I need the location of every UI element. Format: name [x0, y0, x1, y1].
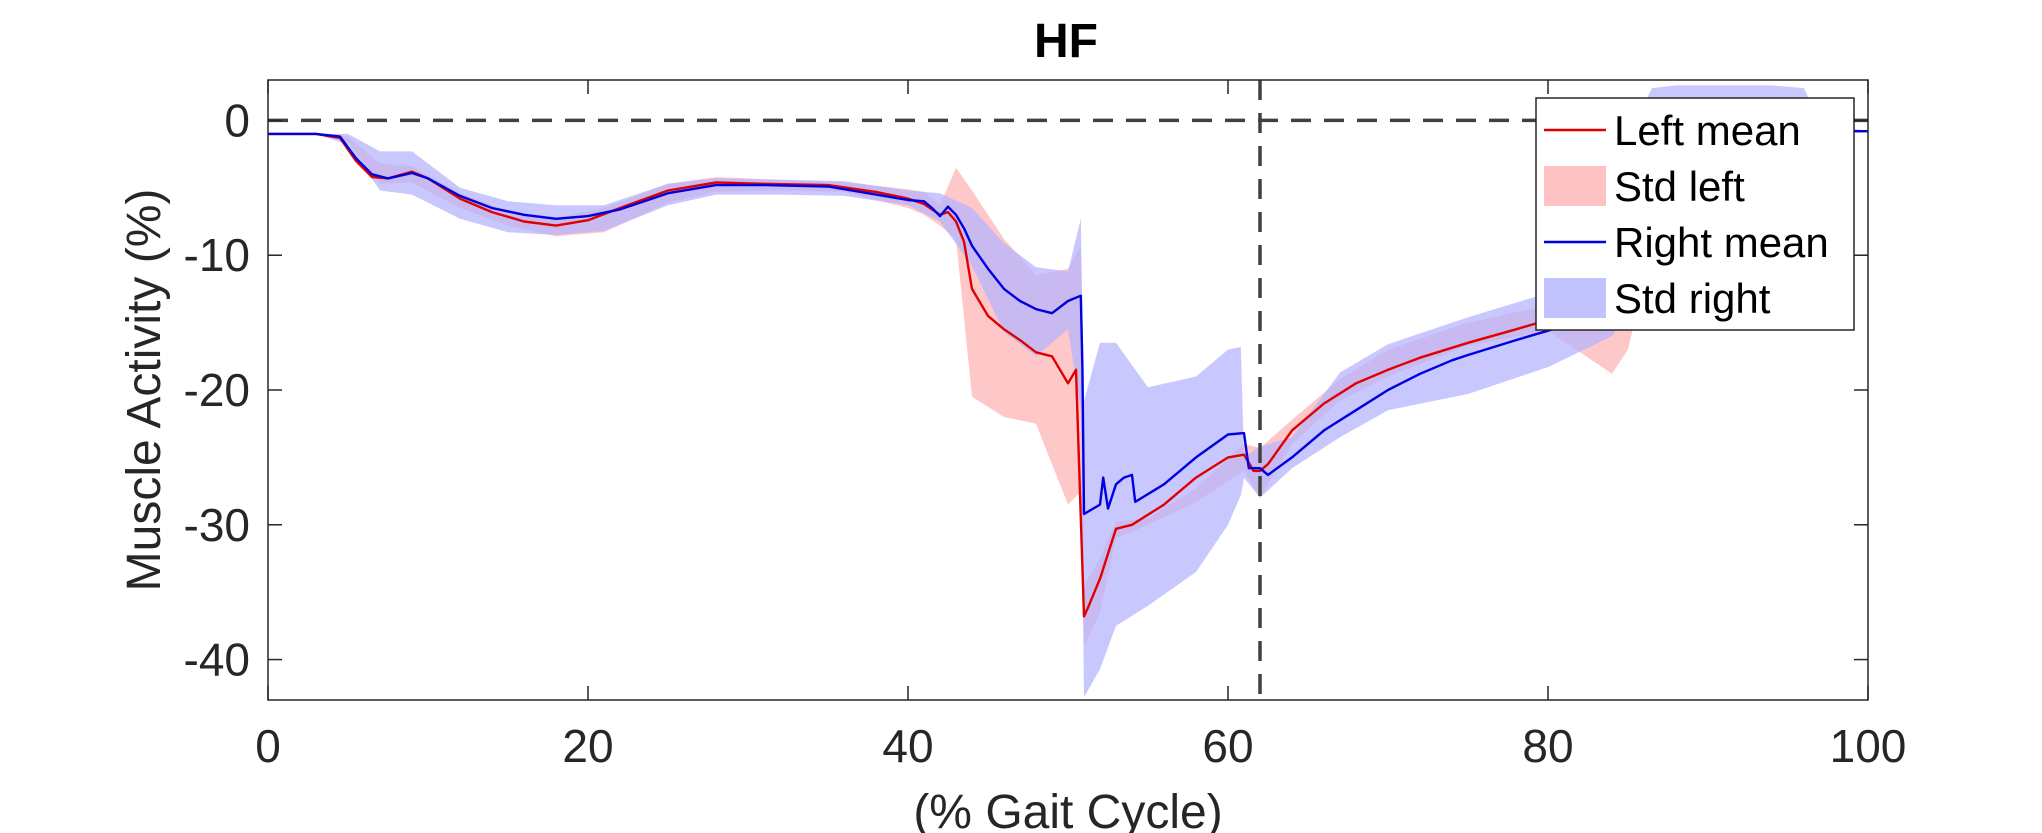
y-tick-label: -30: [184, 499, 250, 551]
left-mean-line: [268, 129, 1868, 618]
y-tick-label: -20: [184, 364, 250, 416]
x-axis-label: (% Gait Cycle): [913, 786, 1222, 833]
chart-title: HF: [1034, 15, 1098, 68]
y-axis-label: Muscle Activity (%): [118, 189, 171, 592]
std-left-legend-label: Std left: [1614, 163, 1745, 210]
x-tick-label: 100: [1830, 720, 1907, 772]
right-mean-legend-label: Right mean: [1614, 219, 1829, 266]
left-mean-legend-label: Left mean: [1614, 107, 1801, 154]
x-tick-label: 80: [1522, 720, 1573, 772]
y-tick-label: -10: [184, 229, 250, 281]
std-right-legend-label: Std right: [1614, 275, 1771, 322]
legend: Left mean Std left Right mean Std right: [1535, 97, 1855, 331]
std-left-band: [268, 131, 1868, 647]
x-tick-label: 20: [562, 720, 613, 772]
std-right-legend-swatch: [1544, 278, 1606, 318]
y-tick-label: -40: [184, 634, 250, 686]
right-mean-line: [268, 129, 1868, 516]
x-tick-label: 40: [882, 720, 933, 772]
x-tick-label: 60: [1202, 720, 1253, 772]
std-left-legend-swatch: [1544, 166, 1606, 206]
axis-ticks: 0 20 40 60 80 100 0 -10 -20 -30 -40: [184, 80, 1907, 772]
y-tick-label: 0: [224, 94, 250, 146]
x-tick-label: 0: [255, 720, 281, 772]
